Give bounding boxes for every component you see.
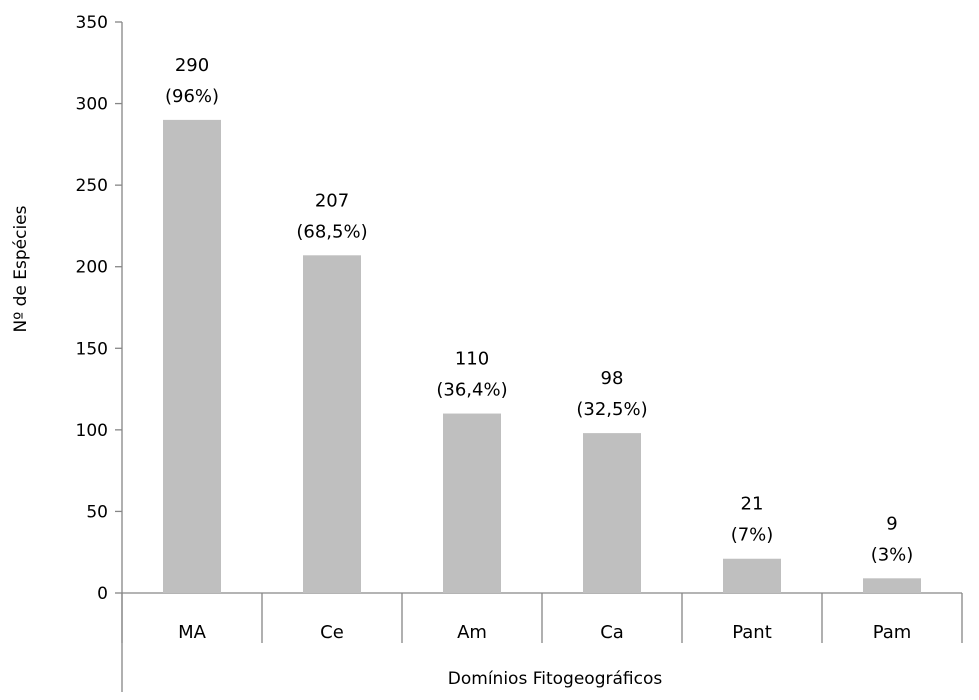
bar-percent-label: (7%)	[731, 525, 774, 546]
bar-pant	[723, 558, 781, 593]
y-tick-label: 100	[76, 421, 108, 441]
bar-percent-label: (96%)	[165, 86, 219, 107]
bar-value-label: 290	[175, 55, 209, 76]
bar-percent-label: (32,5%)	[576, 399, 647, 420]
y-tick-label: 350	[76, 13, 108, 33]
bar-percent-label: (3%)	[871, 544, 914, 565]
x-category-label: Pam	[873, 622, 912, 643]
bar-am	[443, 413, 501, 593]
bar-ce	[303, 255, 361, 593]
x-axis-title: Domínios Fitogeográficos	[448, 669, 663, 689]
bar-pam	[863, 578, 921, 593]
y-tick-label: 250	[76, 176, 108, 196]
y-tick-label: 200	[76, 258, 108, 278]
y-axis: 0 50 100 150 200 250 300 350	[76, 13, 123, 692]
x-category-label: Am	[457, 622, 487, 643]
x-category-label: MA	[178, 622, 207, 643]
y-axis-title: Nº de Espécies	[11, 205, 31, 332]
bar-ma	[163, 119, 221, 593]
bars	[163, 119, 921, 593]
bar-value-label: 9	[886, 513, 897, 534]
y-tick-label: 50	[86, 502, 108, 522]
y-tick-label: 300	[76, 95, 108, 115]
bar-value-label: 98	[601, 368, 624, 389]
bar-value-label: 110	[455, 349, 489, 370]
x-axis: MA Ce Am Ca Pant Pam	[121, 592, 963, 643]
y-tick-label: 0	[97, 584, 108, 604]
x-category-label: Ca	[600, 622, 624, 643]
x-category-label: Pant	[732, 622, 772, 643]
data-labels: 290 (96%) 207 (68,5%) 110 (36,4%) 98 (32,5%) 21 (…	[165, 55, 913, 565]
bar-value-label: 21	[741, 494, 764, 515]
bar-percent-label: (68,5%)	[296, 221, 367, 242]
y-tick-label: 150	[76, 339, 108, 359]
x-category-label: Ce	[320, 622, 344, 643]
bar-value-label: 207	[315, 190, 349, 211]
bar-percent-label: (36,4%)	[436, 380, 507, 401]
bar-ca	[583, 433, 641, 593]
